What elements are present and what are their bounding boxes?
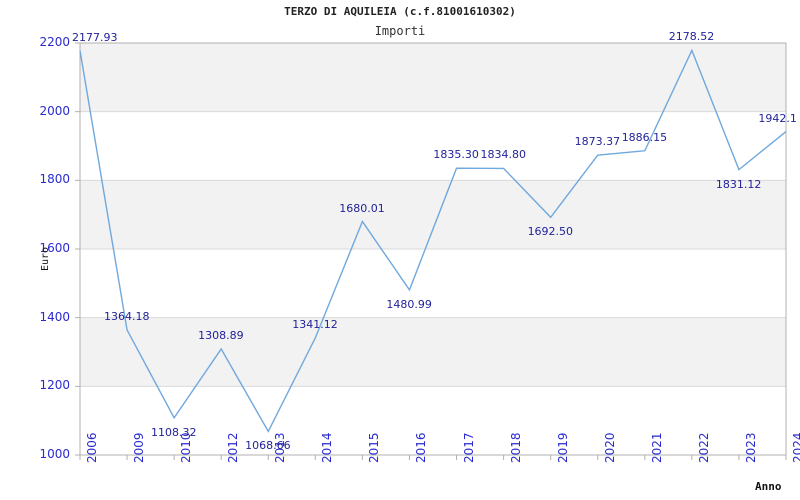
y-tick-label: 1000: [39, 447, 70, 461]
point-label: 1942.1: [758, 111, 797, 125]
y-tick-label: 1800: [39, 172, 70, 187]
x-tick-label: 2016: [414, 432, 429, 463]
x-axis-title: Anno: [755, 480, 782, 493]
x-tick-label: 2022: [696, 432, 711, 463]
x-tick-label: 2021: [649, 432, 664, 463]
data-series-line: [79, 48, 787, 433]
point-label: 1831.12: [715, 177, 762, 191]
point-label: 1108.32: [151, 425, 197, 439]
point-label: 1873.37: [574, 135, 621, 149]
point-label: 2178.52: [668, 30, 715, 44]
y-tick-label: 1400: [39, 309, 70, 324]
point-label: 1308.89: [198, 328, 244, 342]
x-tick-label: 2012: [226, 432, 241, 463]
y-tick-label: 2000: [39, 103, 70, 118]
x-tick-label: 2018: [508, 432, 523, 463]
x-tick-label: 2015: [367, 432, 382, 463]
point-label: 1835.30: [433, 148, 479, 162]
gridlines: [75, 42, 787, 460]
point-label: 1680.01: [339, 201, 385, 215]
point-label: 1068.66: [245, 439, 291, 453]
x-tick-label: 2024: [791, 432, 800, 463]
y-tick-label: 2200: [39, 35, 70, 49]
point-label: 1341.12: [292, 317, 338, 331]
x-tick-label: 2020: [602, 432, 617, 463]
x-tick-label: 2009: [132, 432, 147, 463]
x-tick-label: 2019: [555, 432, 570, 463]
background-bands: [80, 43, 786, 387]
y-tick-label: 1200: [39, 378, 70, 393]
point-label: 1480.99: [386, 297, 432, 311]
point-label: 1692.50: [527, 225, 574, 239]
point-label: 1886.15: [621, 130, 668, 144]
plot-frame: [79, 42, 787, 456]
point-label: 1364.18: [103, 309, 150, 323]
x-tick-label: 2006: [85, 432, 99, 463]
chart-subtitle: Importi: [374, 24, 426, 38]
point-label: 1834.80: [480, 148, 527, 162]
y-axis-title: Euro: [40, 246, 51, 271]
chart-title: TERZO DI AQUILEIA (c.f.81001610302): [284, 5, 516, 18]
x-tick-label: 2017: [461, 432, 476, 463]
point-label: 2177.93: [72, 30, 118, 44]
x-tick-label: 2023: [743, 432, 758, 463]
y-tick-label: 1600: [39, 241, 70, 255]
x-tick-label: 2014: [320, 432, 335, 463]
